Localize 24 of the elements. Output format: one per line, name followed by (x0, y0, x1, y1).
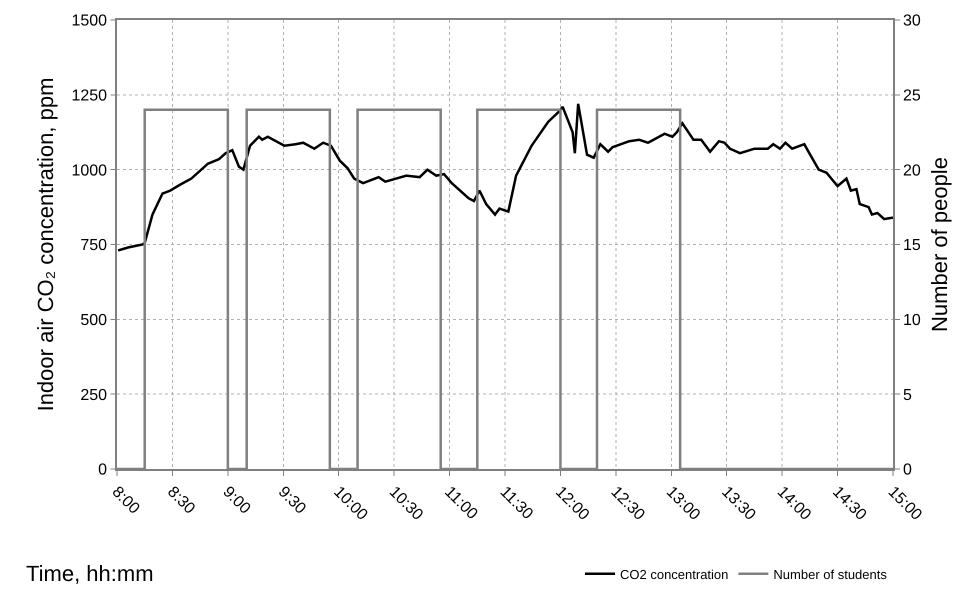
y2-axis-title: Number of people (927, 157, 952, 332)
y2-tick-label: 20 (902, 162, 921, 180)
y-tick-label: 1250 (71, 87, 108, 104)
y-tick-label: 0 (98, 462, 108, 479)
y2-tick-label: 10 (902, 312, 921, 329)
x-tick-label: 8:30 (164, 483, 198, 518)
x-tick-label: 9:30 (274, 483, 309, 518)
y2-tick-label: 5 (902, 386, 912, 404)
x-axis-title: Time, hh:mm (26, 561, 154, 586)
x-tick-label: 9:00 (219, 483, 254, 518)
y2-tick-label: 15 (902, 237, 921, 254)
y2-tick-label: 0 (902, 462, 912, 479)
line-series (117, 102, 893, 252)
y-tick-label: 250 (80, 386, 108, 404)
y-tick-label: 750 (80, 237, 108, 254)
legend-label: CO2 concentration (620, 566, 728, 582)
y-tick-label: 500 (80, 312, 108, 329)
legend-label: Number of students (773, 566, 888, 582)
y2-tick-label: 30 (902, 12, 921, 30)
x-tick-label: 8:00 (108, 483, 143, 518)
y-axis-title: Indoor air CO₂ concentration, ppm (32, 78, 58, 412)
y-tick-label: 1500 (71, 12, 108, 30)
y2-tick-label: 25 (902, 87, 921, 104)
y-tick-label: 1000 (71, 162, 108, 180)
